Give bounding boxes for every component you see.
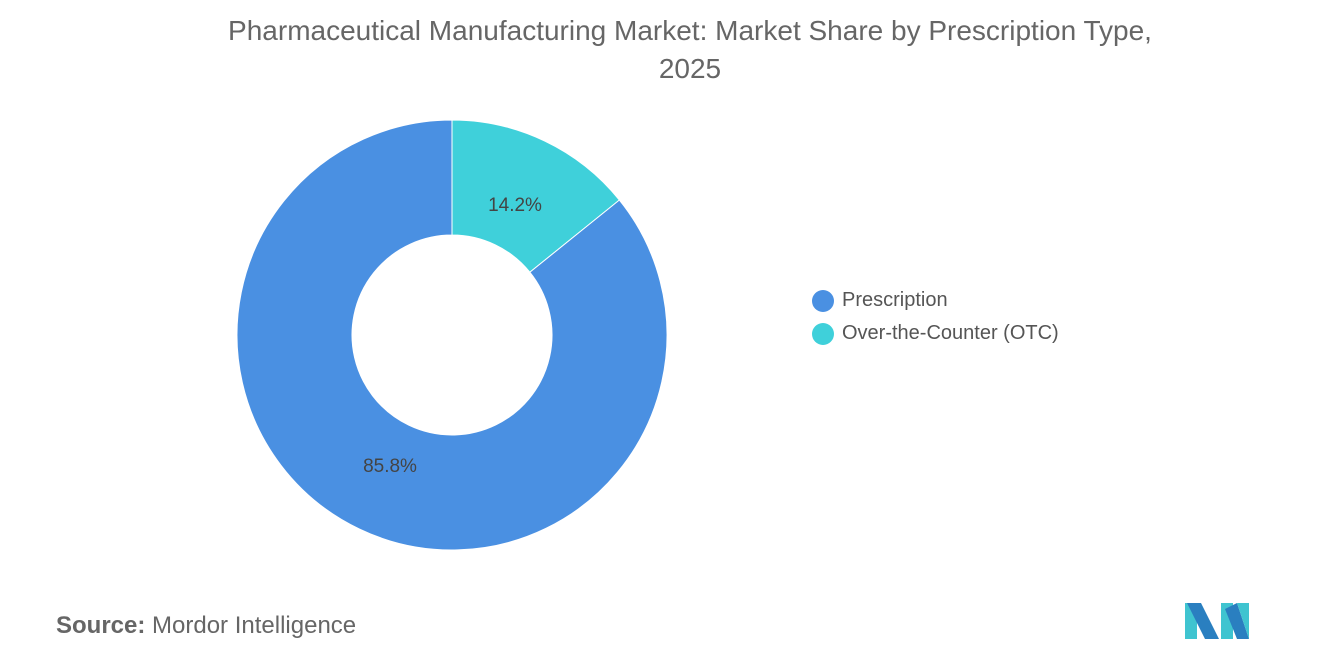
legend-swatch [812, 289, 834, 312]
legend-item-otc[interactable]: Over-the-Counter (OTC) [812, 317, 1059, 350]
chart-title: Pharmaceutical Manufacturing Market: Mar… [0, 12, 1320, 88]
slice-prescription[interactable] [236, 119, 668, 551]
legend: Prescription Over-the-Counter (OTC) [812, 284, 1059, 350]
slice-label-prescription: 85.8% [363, 456, 417, 477]
title-line-2: 2025 [658, 53, 722, 84]
title-line-1: Pharmaceutical Manufacturing Market: Mar… [228, 15, 1152, 46]
legend-item-prescription[interactable]: Prescription [812, 284, 1059, 317]
legend-swatch [812, 322, 834, 345]
source-value: Mordor Intelligence [152, 612, 357, 639]
legend-label: Over-the-Counter (OTC) [842, 322, 1059, 344]
slice-label-otc: 14.2% [488, 195, 542, 216]
mordor-logo [1185, 603, 1249, 639]
legend-label: Prescription [842, 289, 948, 311]
source-label: Source: [56, 612, 146, 639]
slice-otc[interactable] [451, 119, 621, 273]
source: Source: Mordor Intelligence [56, 612, 356, 640]
